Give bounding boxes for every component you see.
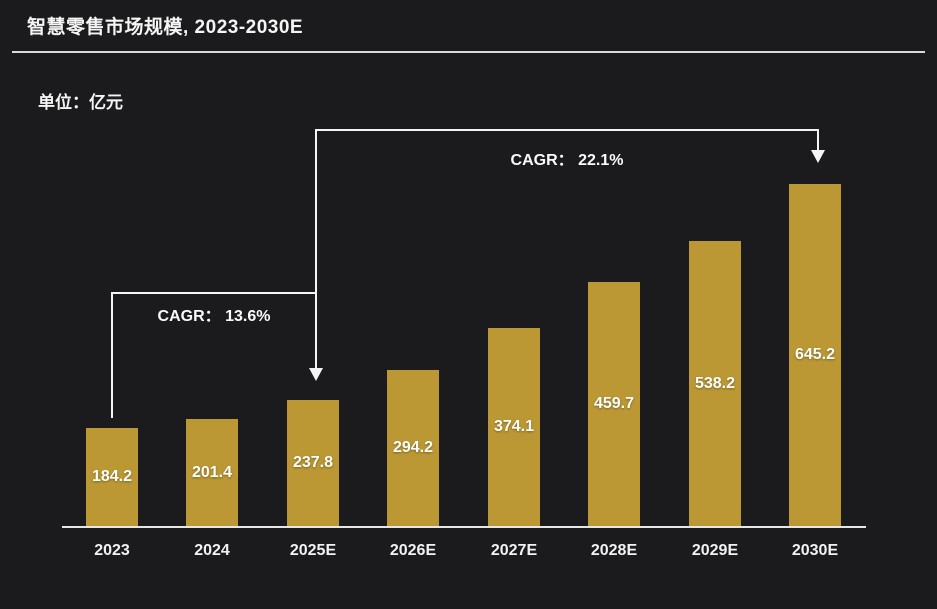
down-arrow-icon — [811, 150, 825, 163]
bar-value-label: 459.7 — [593, 395, 635, 412]
x-axis-label-2023: 2023 — [94, 542, 130, 559]
x-axis-label-2027E: 2027E — [490, 542, 538, 559]
cagr-bracket-1-left-line — [111, 292, 113, 418]
bar-2023: 184.2 — [86, 428, 138, 526]
bar-2028E: 459.7 — [588, 282, 640, 526]
bar-2030E: 645.2 — [789, 184, 841, 526]
bar-2026E: 294.2 — [387, 370, 439, 526]
cagr-label-2025-2030: CAGR： 22.1% — [510, 152, 624, 169]
down-arrow-icon — [309, 368, 323, 381]
cagr-label-2023-2025: CAGR： 13.6% — [157, 308, 271, 325]
x-axis-label-2028E: 2028E — [590, 542, 638, 559]
bar-value-label: 237.8 — [292, 454, 334, 471]
bar-value-label: 184.2 — [91, 468, 133, 485]
x-axis-label-2026E: 2026E — [389, 542, 437, 559]
x-axis-label-2025E: 2025E — [289, 542, 337, 559]
bar-value-label: 374.1 — [493, 418, 535, 435]
bar-value-label: 645.2 — [794, 346, 836, 363]
cagr-bracket-2-top-line — [315, 129, 819, 131]
bar-2024: 201.4 — [186, 419, 238, 526]
bar-value-label: 538.2 — [694, 374, 736, 392]
x-axis-line — [62, 526, 866, 528]
cagr-bracket-1-top-line — [111, 292, 317, 294]
unit-label: 单位：亿元 — [38, 93, 123, 112]
bar-2027E: 374.1 — [488, 328, 540, 526]
bar-value-label: 201.4 — [191, 463, 233, 481]
bar-2029E: 538.2 — [689, 241, 741, 526]
chart-title: 智慧零售市场规模, 2023-2030E — [27, 17, 304, 38]
cagr-bracket-2-right-line — [817, 129, 819, 152]
x-axis-label-2030E: 2030E — [791, 542, 839, 559]
title-divider — [12, 51, 925, 53]
bar-value-label: 294.2 — [392, 439, 434, 456]
x-axis-label-2029E: 2029E — [691, 542, 739, 559]
cagr-bracket-shared-vertical-line — [315, 129, 317, 369]
x-axis-label-2024: 2024 — [194, 542, 230, 559]
bar-2025E: 237.8 — [287, 400, 339, 526]
